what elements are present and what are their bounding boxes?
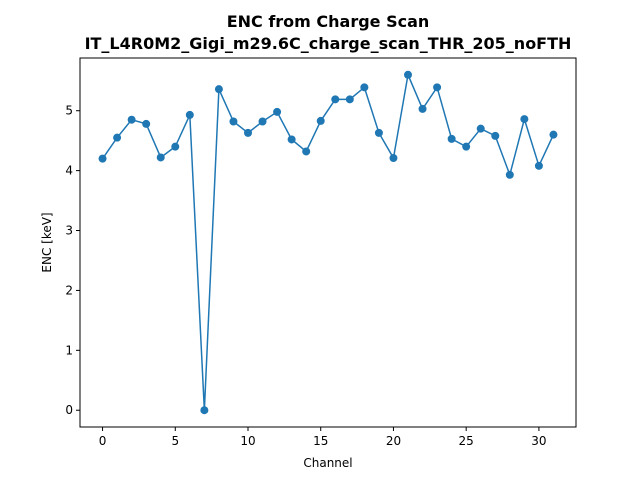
x-tick-label: 15 (313, 434, 328, 448)
data-point (142, 119, 151, 128)
y-tick-label: 1 (65, 343, 73, 357)
data-point (156, 153, 165, 162)
data-point (476, 124, 485, 133)
data-point (462, 142, 471, 151)
data-point (229, 117, 238, 126)
data-point (113, 133, 122, 142)
data-point (404, 70, 412, 79)
data-point (520, 115, 529, 124)
data-point (244, 128, 252, 137)
data-point (98, 154, 107, 163)
x-axis-label: Channel (303, 456, 352, 470)
plot-area (98, 70, 558, 415)
chart-subtitle: IT_L4R0M2_Gigi_m29.6C_charge_scan_THR_20… (85, 34, 572, 53)
x-tick-label: 25 (459, 434, 474, 448)
x-tick-label: 0 (99, 434, 107, 448)
data-point (505, 170, 514, 179)
data-point (273, 107, 282, 116)
y-tick-label: 2 (65, 283, 73, 297)
axis-ticks: 0 5 10 15 20 25 30 0 1 2 3 4 5 (65, 104, 546, 448)
data-point (447, 134, 456, 143)
data-point (389, 154, 398, 163)
series-line (101, 72, 555, 411)
data-point (200, 406, 209, 415)
x-tick-label: 20 (386, 434, 401, 448)
data-point (345, 95, 354, 104)
x-tick-label: 5 (171, 434, 179, 448)
y-tick-label: 3 (65, 224, 73, 238)
data-point (127, 115, 136, 124)
data-point (287, 135, 296, 144)
y-tick-label: 5 (65, 104, 73, 118)
data-point (549, 130, 558, 139)
data-point (433, 83, 442, 92)
data-point (360, 83, 369, 92)
data-point (258, 117, 267, 126)
data-point (302, 147, 311, 156)
data-point (418, 104, 427, 113)
data-point (534, 161, 543, 170)
axes-frame (79, 57, 577, 428)
data-point (374, 128, 383, 137)
chart-title: ENC from Charge Scan (227, 12, 430, 31)
x-tick-label: 30 (531, 434, 546, 448)
data-point (491, 131, 500, 140)
data-point (185, 110, 194, 119)
y-axis-label: ENC [keV] (40, 212, 54, 272)
data-point (331, 95, 340, 104)
data-point (214, 85, 223, 94)
x-tick-label: 10 (240, 434, 255, 448)
data-point (171, 142, 180, 151)
data-point (316, 116, 325, 125)
y-tick-label: 4 (65, 164, 73, 178)
y-tick-label: 0 (65, 403, 73, 417)
